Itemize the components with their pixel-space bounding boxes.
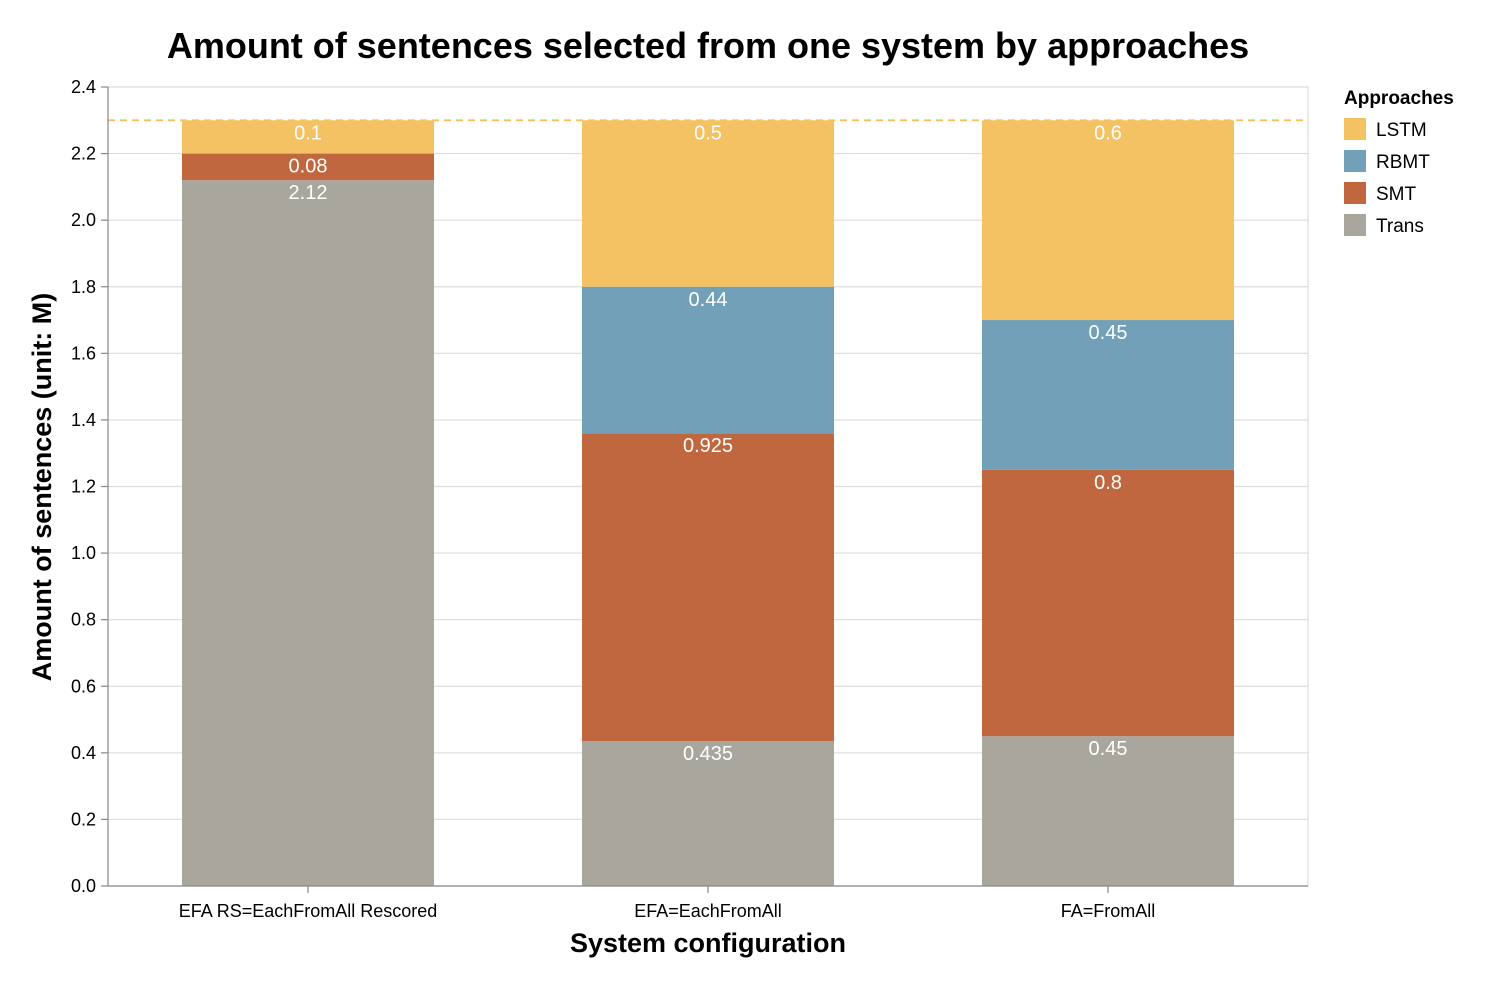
data-label-smt: 0.8: [1094, 472, 1122, 494]
data-label-smt: 0.08: [289, 156, 328, 178]
legend: Approaches LSTM RBMT SMT Trans: [1344, 88, 1454, 237]
legend-label-trans: Trans: [1376, 216, 1424, 237]
data-label-lstm: 0.5: [694, 122, 722, 144]
data-labels: 2.12 0.08 0.1 0.435 0.925 0.44 0.5 0.45 0.8 0.45 0…: [289, 122, 1128, 765]
y-tick-label: 1.6: [71, 343, 96, 363]
legend-swatch-rbmt: [1344, 150, 1366, 172]
bar-segment-rbmt: [582, 286, 834, 434]
y-tick-label: 2.2: [71, 144, 96, 164]
data-label-trans: 0.435: [683, 743, 733, 765]
bar-segment-smt: [982, 469, 1234, 737]
y-tick-label: 0.0: [71, 876, 96, 896]
legend-label-lstm: LSTM: [1376, 120, 1427, 141]
data-label-lstm: 0.1: [294, 122, 322, 144]
y-tick-label: 2.0: [71, 210, 96, 230]
bar-segment-trans: [982, 736, 1234, 886]
data-label-smt: 0.925: [683, 435, 733, 457]
legend-title: Approaches: [1344, 88, 1454, 109]
y-tick-label: 1.8: [71, 277, 96, 297]
axes: 0.0 0.2 0.4 0.6 0.8 1.0 1.2 1.4 1.6 1.8 2.0 2.2 2.4 E…: [71, 77, 1308, 921]
bar-segment-lstm: [982, 120, 1234, 321]
y-tick-label: 0.2: [71, 809, 96, 829]
chart-title: Amount of sentences selected from one sy…: [167, 25, 1249, 66]
legend-label-smt: SMT: [1376, 184, 1417, 205]
bar-segment-trans: [182, 180, 434, 886]
data-label-lstm: 0.6: [1094, 122, 1122, 144]
bar-segment-smt: [582, 433, 834, 742]
bar-segment-smt: [182, 153, 434, 181]
x-axis-title: System configuration: [570, 928, 846, 958]
y-tick-label: 0.6: [71, 676, 96, 696]
y-tick-label: 0.4: [71, 743, 96, 763]
y-tick-label: 1.2: [71, 477, 96, 497]
data-label-rbmt: 0.45: [1089, 322, 1128, 344]
bar-segment-rbmt: [982, 320, 1234, 470]
data-label-rbmt: 0.44: [689, 289, 728, 311]
bar-segment-trans: [582, 741, 834, 886]
bars: [182, 120, 1234, 886]
legend-swatch-smt: [1344, 182, 1366, 204]
legend-label-rbmt: RBMT: [1376, 152, 1430, 173]
x-tick-label: EFA RS=EachFromAll Rescored: [179, 901, 438, 921]
bar-segment-lstm: [182, 120, 434, 154]
y-tick-label: 2.4: [71, 77, 96, 97]
bar-segment-lstm: [582, 120, 834, 287]
legend-swatch-lstm: [1344, 118, 1366, 140]
data-label-trans: 0.45: [1089, 738, 1128, 760]
y-tick-label: 0.8: [71, 610, 96, 630]
x-tick-label: EFA=EachFromAll: [634, 901, 782, 921]
y-tick-label: 1.0: [71, 543, 96, 563]
data-label-trans: 2.12: [289, 182, 328, 204]
x-tick-label: FA=FromAll: [1061, 901, 1156, 921]
y-tick-label: 1.4: [71, 410, 96, 430]
y-axis-title: Amount of sentences (unit: M): [27, 293, 57, 681]
legend-swatch-trans: [1344, 214, 1366, 236]
